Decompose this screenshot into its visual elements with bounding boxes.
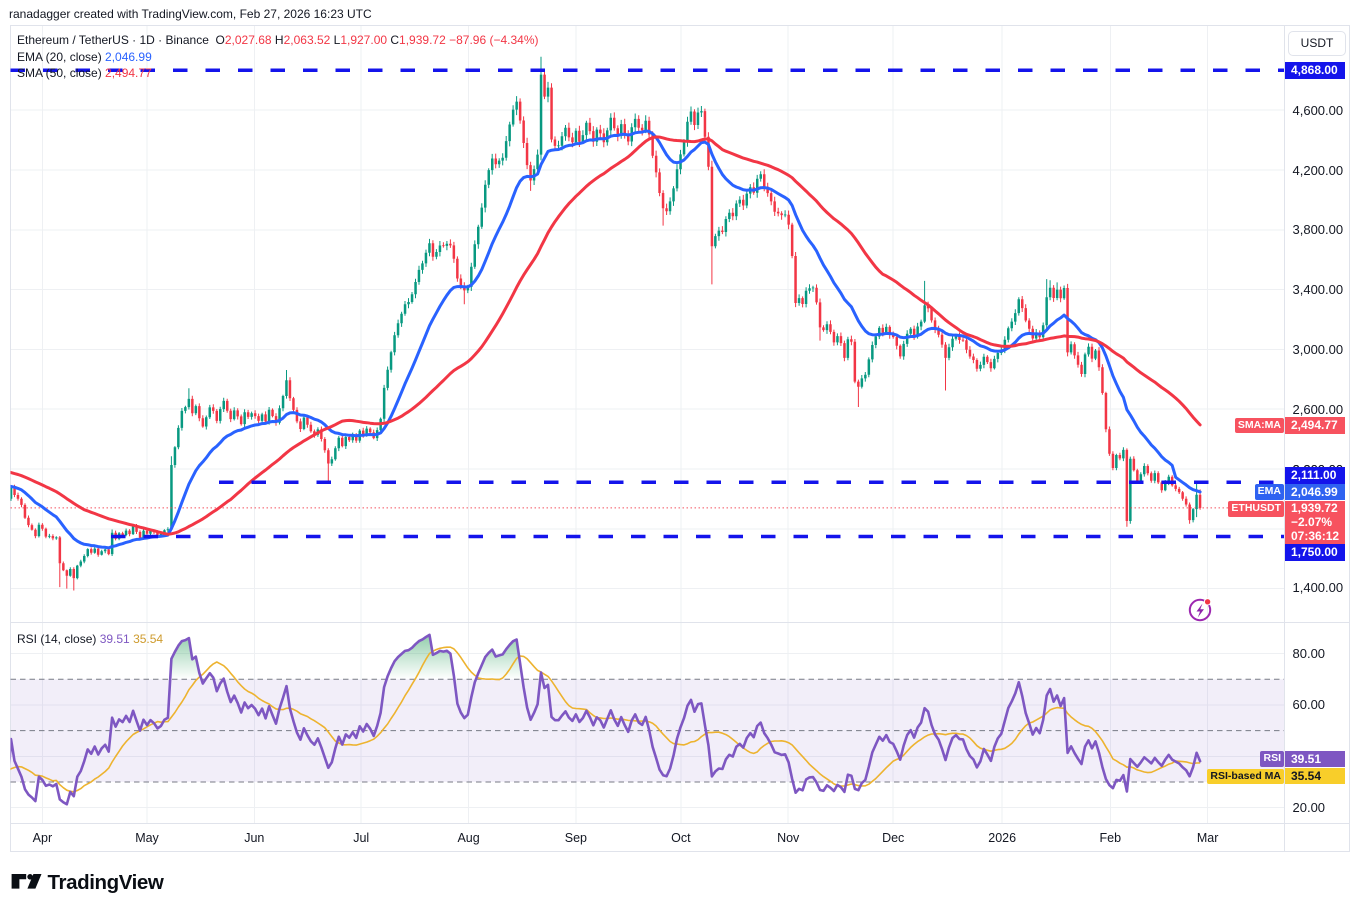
svg-text:TradingView: TradingView (48, 871, 164, 894)
